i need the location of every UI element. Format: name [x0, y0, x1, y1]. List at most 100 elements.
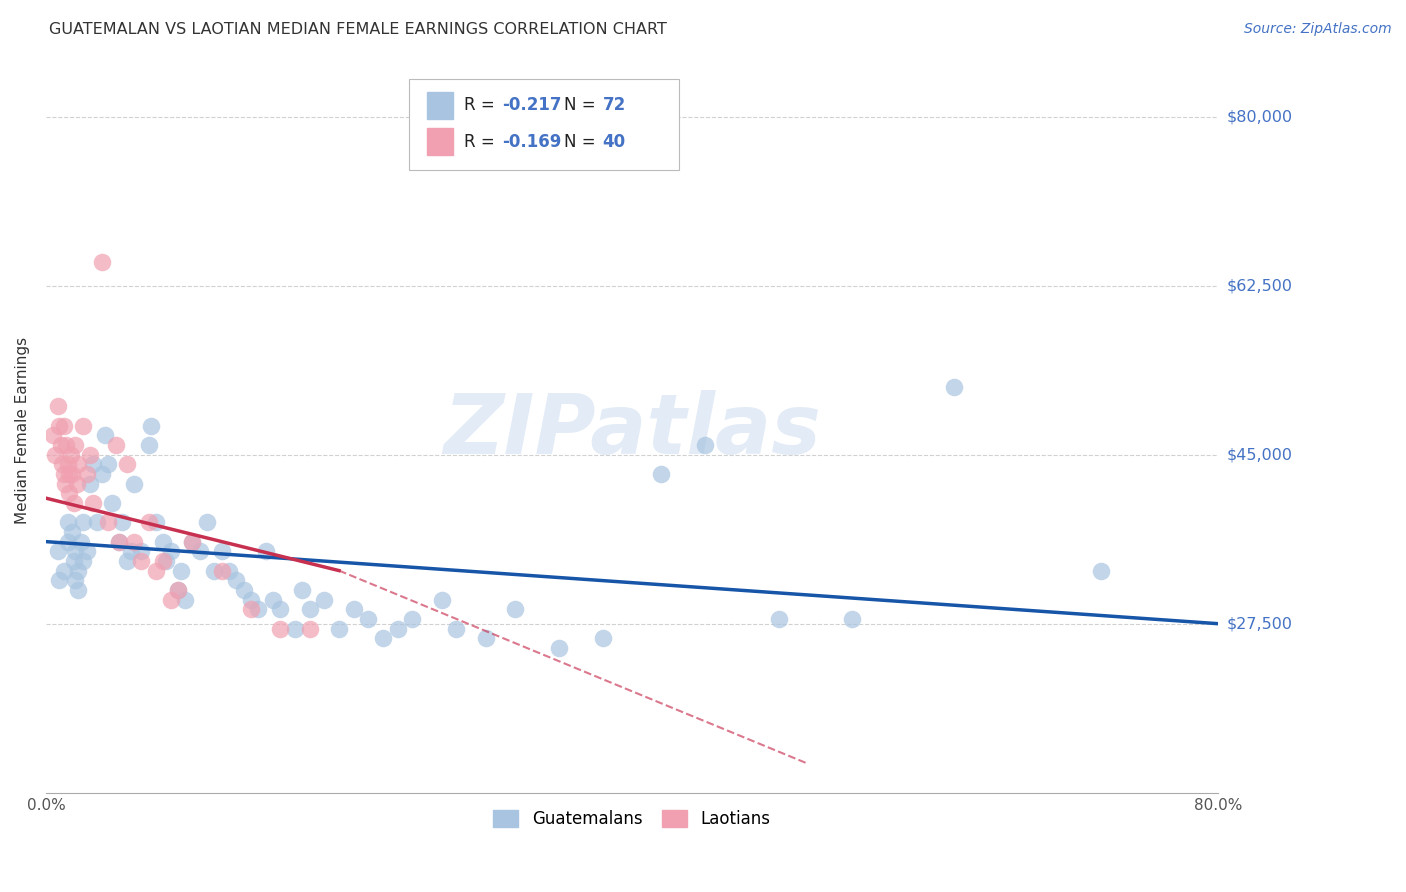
Laotians: [67, 458, 90, 472]
Guatemalans: [122, 476, 145, 491]
Laotians: [298, 622, 321, 636]
Laotians: [60, 467, 83, 481]
Text: 40: 40: [603, 133, 626, 151]
Laotians: [58, 467, 80, 481]
Guatemalans: [76, 544, 98, 558]
Guatemalans: [72, 554, 94, 568]
Text: N =: N =: [564, 96, 600, 114]
Guatemalans: [314, 592, 336, 607]
Guatemalans: [547, 640, 569, 655]
Guatemalans: [72, 516, 94, 530]
Guatemalans: [204, 564, 226, 578]
Guatemalans: [768, 612, 790, 626]
Guatemalans: [145, 516, 167, 530]
Guatemalans: [93, 428, 115, 442]
Guatemalans: [174, 592, 197, 607]
Guatemalans: [48, 573, 70, 587]
Guatemalans: [387, 622, 409, 636]
Guatemalans: [284, 622, 307, 636]
Laotians: [181, 534, 204, 549]
Text: -0.169: -0.169: [502, 133, 561, 151]
Laotians: [46, 400, 69, 414]
Y-axis label: Median Female Earnings: Median Female Earnings: [15, 337, 30, 524]
Laotians: [49, 438, 72, 452]
Guatemalans: [155, 554, 177, 568]
Guatemalans: [240, 592, 263, 607]
Guatemalans: [943, 380, 966, 394]
Laotians: [62, 496, 84, 510]
Guatemalans: [247, 602, 270, 616]
Text: -0.217: -0.217: [502, 96, 561, 114]
Text: $80,000: $80,000: [1226, 110, 1292, 124]
Laotians: [269, 622, 291, 636]
Guatemalans: [67, 582, 90, 597]
Laotians: [240, 602, 263, 616]
Guatemalans: [90, 467, 112, 481]
FancyBboxPatch shape: [409, 79, 679, 169]
Guatemalans: [166, 582, 188, 597]
Laotians: [48, 418, 70, 433]
Text: $62,500: $62,500: [1226, 278, 1292, 293]
Guatemalans: [357, 612, 380, 626]
Guatemalans: [262, 592, 284, 607]
Guatemalans: [695, 438, 717, 452]
Laotians: [56, 458, 79, 472]
Guatemalans: [82, 458, 104, 472]
Guatemalans: [444, 622, 467, 636]
Guatemalans: [269, 602, 291, 616]
Guatemalans: [56, 534, 79, 549]
Bar: [427, 128, 453, 155]
Guatemalans: [120, 544, 142, 558]
Guatemalans: [328, 622, 350, 636]
Laotians: [44, 448, 66, 462]
Text: $27,500: $27,500: [1226, 616, 1292, 632]
Laotians: [108, 534, 131, 549]
Laotians: [152, 554, 174, 568]
Laotians: [122, 534, 145, 549]
Guatemalans: [195, 516, 218, 530]
Text: GUATEMALAN VS LAOTIAN MEDIAN FEMALE EARNINGS CORRELATION CHART: GUATEMALAN VS LAOTIAN MEDIAN FEMALE EARN…: [49, 22, 666, 37]
Laotians: [166, 582, 188, 597]
Guatemalans: [211, 544, 233, 558]
Laotians: [96, 516, 118, 530]
Laotians: [53, 476, 76, 491]
Guatemalans: [592, 631, 614, 645]
Guatemalans: [650, 467, 672, 481]
Laotians: [72, 418, 94, 433]
Guatemalans: [62, 554, 84, 568]
Guatemalans: [841, 612, 863, 626]
Guatemalans: [298, 602, 321, 616]
Laotians: [76, 467, 98, 481]
Guatemalans: [181, 534, 204, 549]
Guatemalans: [218, 564, 240, 578]
Guatemalans: [225, 573, 247, 587]
Guatemalans: [1090, 564, 1112, 578]
Text: Source: ZipAtlas.com: Source: ZipAtlas.com: [1244, 22, 1392, 37]
Guatemalans: [159, 544, 181, 558]
Text: R =: R =: [464, 133, 501, 151]
Laotians: [90, 254, 112, 268]
Guatemalans: [430, 592, 453, 607]
Guatemalans: [67, 564, 90, 578]
Laotians: [115, 458, 138, 472]
Guatemalans: [79, 476, 101, 491]
Guatemalans: [254, 544, 277, 558]
Laotians: [145, 564, 167, 578]
Guatemalans: [111, 516, 134, 530]
Laotians: [66, 476, 89, 491]
Laotians: [55, 438, 77, 452]
Guatemalans: [65, 573, 87, 587]
Guatemalans: [101, 496, 124, 510]
Guatemalans: [56, 516, 79, 530]
Laotians: [82, 496, 104, 510]
Guatemalans: [60, 524, 83, 539]
Laotians: [211, 564, 233, 578]
Text: N =: N =: [564, 133, 600, 151]
Laotians: [65, 438, 87, 452]
Text: $45,000: $45,000: [1226, 447, 1292, 462]
Bar: [427, 92, 453, 120]
Guatemalans: [86, 516, 108, 530]
Guatemalans: [65, 544, 87, 558]
Guatemalans: [115, 554, 138, 568]
Guatemalans: [371, 631, 394, 645]
